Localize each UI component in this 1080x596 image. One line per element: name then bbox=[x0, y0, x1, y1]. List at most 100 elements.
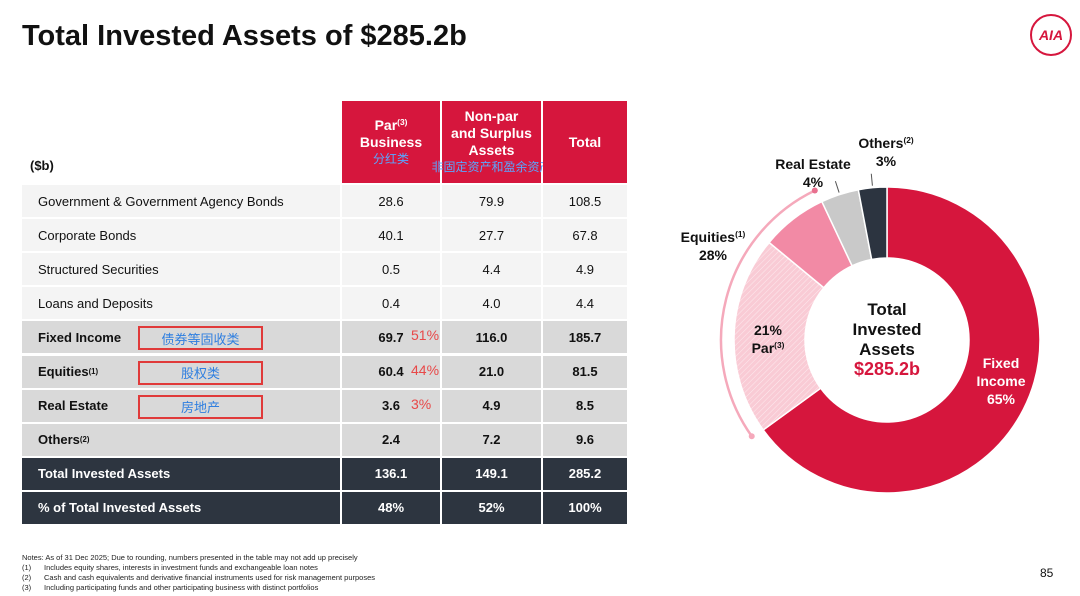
table-cell: 67.8 bbox=[543, 219, 627, 252]
row-label-text: Loans and Deposits bbox=[38, 295, 153, 311]
table-cell: 4.0 bbox=[442, 287, 541, 320]
column-header: Total bbox=[543, 101, 627, 183]
segment-value-label: 65% bbox=[986, 391, 1016, 407]
table-cell: 9.6 bbox=[543, 423, 627, 456]
table-cell: 81.5 bbox=[543, 355, 627, 388]
table-cell: 116.0 bbox=[442, 321, 541, 354]
part-label: 21% Par(3) bbox=[738, 321, 798, 357]
table-cell: 100% bbox=[543, 491, 627, 524]
logo: AIA bbox=[1030, 14, 1072, 56]
notes: Notes: As of 31 Dec 2025; Due to roundin… bbox=[22, 553, 375, 593]
footnote-ref: (1) bbox=[735, 228, 746, 239]
row-label: Loans and Deposits bbox=[22, 287, 340, 320]
row-label-text: Real Estate bbox=[38, 398, 109, 414]
note-item: (1) Includes equity shares, interests in … bbox=[22, 563, 375, 573]
table-cell: 0.5 bbox=[342, 253, 440, 286]
row-label-text: % of Total Invested Assets bbox=[38, 500, 202, 516]
column-header: Non-par and Surplus Assets 非固定资产和盈余资产 bbox=[432, 101, 552, 183]
part-value-label: 21% bbox=[753, 322, 783, 338]
header-line: Assets bbox=[469, 142, 515, 159]
unit-label: ($b) bbox=[30, 158, 54, 173]
row-label: Others (2) bbox=[22, 423, 340, 456]
segment-name-text: Fixed Income bbox=[976, 355, 1026, 389]
table-cell: 3.6 bbox=[342, 389, 440, 422]
header-line: Non-par bbox=[465, 108, 519, 125]
segment-value-label: 4% bbox=[802, 174, 824, 190]
annotation-tag: 房地产 bbox=[138, 394, 263, 419]
annotation-tag: 股权类 bbox=[138, 360, 263, 385]
header-text: and Surplus bbox=[451, 125, 532, 141]
segment-name: Real Estate bbox=[768, 155, 858, 173]
donut-segment bbox=[857, 186, 888, 261]
note-ref: (2) bbox=[22, 573, 32, 582]
segment-label: Others(2) 3% bbox=[846, 134, 926, 170]
table-cell: 40.1 bbox=[342, 219, 440, 252]
row-label-text: Corporate Bonds bbox=[38, 227, 137, 243]
note-ref: (3) bbox=[22, 583, 32, 592]
footnote-ref: (3) bbox=[397, 116, 408, 127]
row-label: Government & Government Agency Bonds bbox=[22, 185, 340, 217]
page-number: 85 bbox=[1040, 566, 1054, 580]
segment-bracket bbox=[719, 189, 816, 437]
note-ref: (1) bbox=[22, 563, 32, 572]
segment-name-text: Real Estate bbox=[775, 156, 851, 172]
table-cell: 79.9 bbox=[442, 185, 541, 217]
table-cell: 69.7 bbox=[342, 321, 440, 354]
table-cell: 285.2 bbox=[543, 457, 627, 490]
table-cell: 8.5 bbox=[543, 389, 627, 422]
part-name-text: Par bbox=[751, 340, 775, 356]
table-cell: 4.4 bbox=[442, 253, 541, 286]
segment-label: Real Estate 4% bbox=[768, 155, 858, 191]
part-name: Par(3) bbox=[738, 339, 798, 357]
row-label-text: Total Invested Assets bbox=[38, 466, 171, 482]
header-line: Business bbox=[360, 134, 422, 151]
header-line: and Surplus bbox=[451, 125, 532, 142]
annotation-tag: 债券等固收类 bbox=[138, 326, 263, 351]
row-label-text: Others bbox=[38, 432, 80, 448]
row-label: Structured Securities bbox=[22, 253, 340, 286]
segment-value-label: 3% bbox=[875, 153, 897, 169]
note-item: (3) Including participating funds and oth… bbox=[22, 583, 375, 593]
notes-intro: Notes: As of 31 Dec 2025; Due to roundin… bbox=[22, 553, 358, 562]
header-line: Par(3) bbox=[375, 117, 408, 134]
annotation-share: 44% bbox=[411, 361, 440, 378]
header-text: Total bbox=[568, 133, 602, 150]
table-cell: 4.9 bbox=[442, 389, 541, 422]
segment-name-text: Equities bbox=[680, 229, 736, 245]
segment-name: Equities(1) bbox=[668, 228, 758, 246]
table-cell: 0.4 bbox=[342, 287, 440, 320]
table-cell: 28.6 bbox=[342, 185, 440, 217]
table-cell: 4.9 bbox=[543, 253, 627, 286]
header-line: Total bbox=[569, 134, 601, 151]
note-text: Including participating funds and other … bbox=[44, 583, 319, 592]
table-cell: 27.7 bbox=[442, 219, 541, 252]
row-label-text: Fixed Income bbox=[38, 329, 122, 345]
table-cell: 108.5 bbox=[543, 185, 627, 217]
hatch-overlay bbox=[734, 242, 824, 430]
slide-title: Total Invested Assets of $285.2b bbox=[22, 20, 467, 52]
table-cell: 21.0 bbox=[442, 355, 541, 388]
footnote-ref: (3) bbox=[774, 339, 785, 350]
row-label-text: Government & Government Agency Bonds bbox=[38, 193, 284, 209]
header-text: Par bbox=[374, 116, 398, 133]
table-cell: 60.4 bbox=[342, 355, 440, 388]
table-cell: 7.2 bbox=[442, 423, 541, 456]
row-label: Total Invested Assets bbox=[22, 457, 340, 490]
table-cell: 2.4 bbox=[342, 423, 440, 456]
donut-segment bbox=[762, 186, 1041, 494]
table-cell: 48% bbox=[342, 491, 440, 524]
leader-line bbox=[834, 181, 840, 193]
table-cell: 185.7 bbox=[543, 321, 627, 354]
segment-name: Fixed Income bbox=[966, 354, 1036, 390]
segment-name-text: Others bbox=[858, 135, 904, 151]
column-header: Par(3) Business 分红类 bbox=[342, 101, 440, 183]
row-label-text: Equities bbox=[38, 364, 89, 379]
bracket-dot bbox=[748, 433, 755, 440]
leader-line bbox=[870, 173, 873, 186]
header-note: 分红类 bbox=[372, 151, 409, 166]
bracket-dot bbox=[811, 187, 818, 194]
segment-value-label: 28% bbox=[698, 247, 728, 263]
table-cell: 149.1 bbox=[442, 457, 541, 490]
